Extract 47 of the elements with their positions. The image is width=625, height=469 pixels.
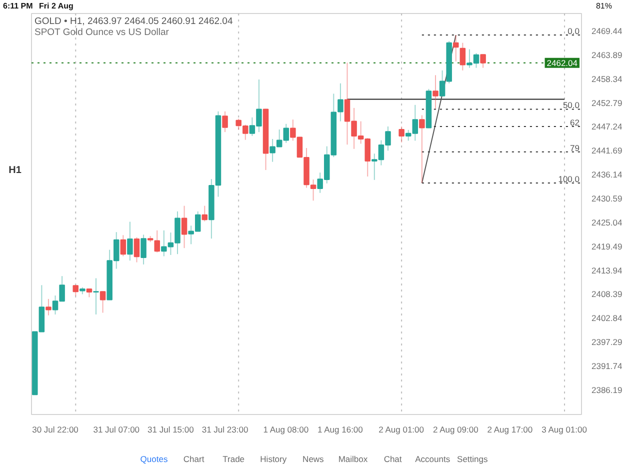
y-tick-label: 2458.34 <box>592 74 622 84</box>
y-tick-label: 2430.59 <box>592 194 622 204</box>
y-tick-label: 2408.39 <box>592 289 622 300</box>
series-label: 79 <box>570 142 580 153</box>
y-tick-label: 2413.94 <box>592 265 622 276</box>
series-label: 0.0 <box>568 26 580 36</box>
y-tick-label: 2419.49 <box>592 241 622 252</box>
text: Quotes <box>140 452 168 466</box>
x-tick-label: 31 Jul 15:00 <box>148 424 194 434</box>
text: Trade <box>222 452 245 466</box>
text: Settings <box>457 452 488 466</box>
x-tick-label: 31 Jul 07:00 <box>93 424 140 434</box>
series-label: 50.0 <box>562 100 580 110</box>
y-tick-label: 2452.79 <box>592 98 622 108</box>
x-tick-label: 1 Aug 16:00 <box>318 424 364 434</box>
x-tick-label: 2 Aug 09:00 <box>432 424 479 434</box>
series-label: 62 <box>570 117 580 128</box>
series-label: 100.0 <box>558 174 580 184</box>
y-tick-label: 2402.84 <box>592 313 622 324</box>
text: History <box>260 452 287 466</box>
y-tick-label: 2447.24 <box>592 122 622 132</box>
text: News <box>302 452 324 466</box>
text: H1 <box>8 164 22 178</box>
y-tick-label: 2463.89 <box>592 50 622 60</box>
y-tick-label: 2425.04 <box>592 217 622 228</box>
text: Fri 2 Aug <box>39 0 74 12</box>
chart-title: GOLD • H1, 2463.97 2464.05 2460.91 2462.04 <box>34 16 233 27</box>
text: Chart <box>183 452 204 466</box>
x-tick-label: 2 Aug 01:00 <box>378 424 424 434</box>
text: SPOT Gold Ounce vs US Dollar <box>34 27 169 38</box>
text: 81% <box>596 0 612 12</box>
ref-line-label: 2462.04 <box>546 58 578 68</box>
x-tick-label: 31 Jul 23:00 <box>202 424 248 434</box>
text: 6:11 PM <box>3 0 33 12</box>
y-tick-label: 2469.44 <box>592 26 622 36</box>
text: Mailbox <box>338 452 368 466</box>
x-tick-label: 30 Jul 22:00 <box>32 424 79 434</box>
y-tick-label: 2386.19 <box>592 384 622 395</box>
y-tick-label: 2391.74 <box>592 361 622 372</box>
x-tick-label: 1 Aug 08:00 <box>263 424 309 434</box>
text: Accounts <box>415 452 450 466</box>
x-tick-label: 3 Aug 01:00 <box>542 424 588 434</box>
y-tick-label: 2397.29 <box>592 337 622 348</box>
y-tick-label: 2441.69 <box>592 146 622 156</box>
text: Chat <box>384 452 402 466</box>
y-tick-label: 2436.14 <box>592 170 622 180</box>
x-tick-label: 2 Aug 17:00 <box>487 424 533 434</box>
